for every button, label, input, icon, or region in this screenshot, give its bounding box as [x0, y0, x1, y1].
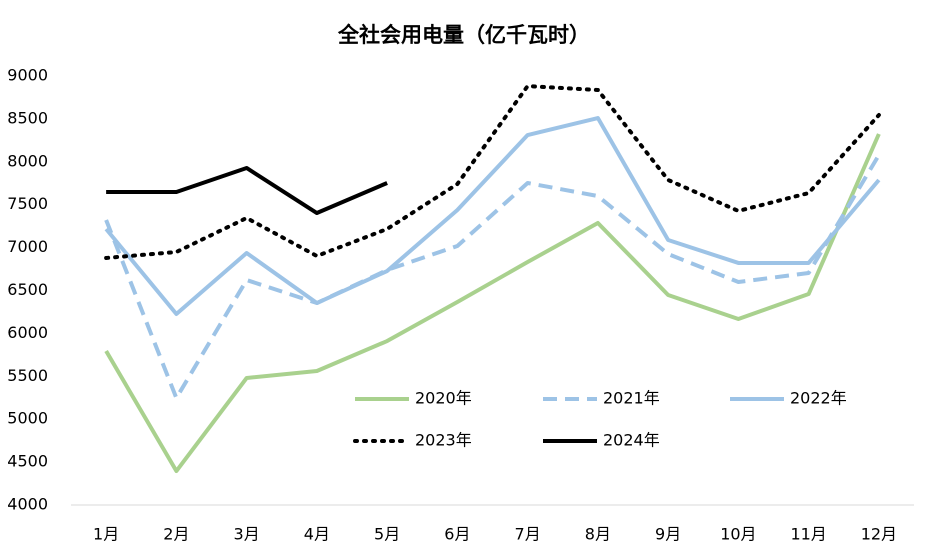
series-line: [106, 165, 388, 216]
x-tick-label: 12月: [861, 525, 897, 544]
chart-title: 全社会用电量（亿千瓦时）: [337, 23, 590, 47]
legend-label: 2023年: [415, 431, 472, 450]
legend-label: 2022年: [790, 389, 847, 408]
x-tick-label: 11月: [790, 525, 826, 544]
y-tick-label: 7500: [7, 194, 48, 213]
legend-label: 2021年: [603, 389, 660, 408]
x-tick-label: 6月: [444, 525, 470, 544]
y-tick-label: 4000: [7, 495, 48, 514]
x-tick-label: 4月: [304, 525, 330, 544]
x-tick-label: 2月: [163, 525, 189, 544]
x-tick-label: 5月: [374, 525, 400, 544]
series-line: [104, 84, 881, 260]
series-line: [104, 133, 881, 474]
series-line: [104, 153, 881, 401]
x-tick-label: 10月: [720, 525, 756, 544]
y-tick-label: 5500: [7, 366, 48, 385]
x-tick-label: 8月: [585, 525, 611, 544]
y-tick-label: 9000: [7, 66, 48, 85]
y-tick-label: 7000: [7, 237, 48, 256]
y-tick-label: 8500: [7, 108, 48, 127]
x-tick-label: 7月: [515, 525, 541, 544]
y-tick-label: 4500: [7, 452, 48, 471]
x-tick-label: 9月: [655, 525, 681, 544]
legend-label: 2020年: [415, 389, 472, 408]
series-line: [104, 116, 881, 317]
y-tick-label: 6500: [7, 280, 48, 299]
legend-label: 2024年: [603, 431, 660, 450]
x-tick-label: 1月: [93, 525, 119, 544]
y-tick-label: 8000: [7, 151, 48, 170]
y-tick-label: 5000: [7, 409, 48, 428]
y-tick-label: 6000: [7, 323, 48, 342]
x-tick-label: 3月: [234, 525, 260, 544]
